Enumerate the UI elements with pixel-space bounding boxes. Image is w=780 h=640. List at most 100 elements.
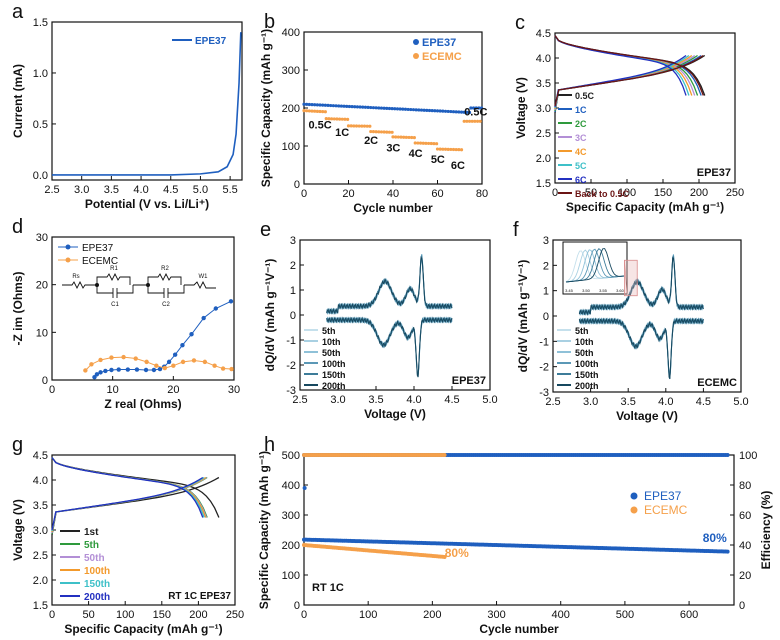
data-point	[462, 119, 466, 123]
data-point	[307, 109, 311, 113]
circuit-node	[95, 283, 99, 287]
data-point	[302, 109, 306, 113]
inset-tick-label: 3.60	[616, 288, 625, 293]
data-point	[441, 147, 445, 151]
data-point	[162, 365, 168, 371]
data-point	[144, 359, 149, 365]
y-tick-label: 4.0	[536, 53, 551, 65]
discharge-curve	[578, 317, 704, 379]
y-tick-label: 100	[282, 141, 300, 153]
data-point	[109, 355, 114, 360]
legend-label: 200th	[575, 381, 599, 391]
x-tick-label: 150	[153, 609, 171, 621]
legend-label: 5th	[575, 326, 589, 336]
panel-letter: g	[12, 434, 23, 456]
data-point	[346, 117, 350, 121]
panel-tag: EPE37	[452, 375, 486, 387]
x-tick-label: 30	[228, 384, 240, 396]
data-point	[202, 359, 208, 365]
legend-label: 0.5C	[575, 91, 595, 101]
data-point	[374, 106, 378, 110]
data-point	[213, 306, 218, 311]
charge-curve	[51, 476, 207, 534]
data-point	[409, 107, 413, 112]
x-tick-label: 200	[189, 609, 207, 621]
rate-label: 1C	[335, 127, 349, 139]
circuit-label: Rs	[72, 274, 79, 280]
rate-label: 0.5C	[308, 119, 331, 131]
capacity-point	[442, 554, 447, 559]
data-point	[365, 124, 369, 128]
x-tick-label: 0	[552, 187, 558, 199]
panel-letter: f	[513, 219, 519, 241]
data-point	[379, 106, 384, 110]
data-point	[345, 104, 349, 108]
x-tick-label: 0	[301, 188, 307, 200]
y-tick-label: 30	[36, 232, 48, 244]
data-point	[467, 119, 472, 123]
y-tick-label: 100	[282, 570, 300, 582]
data-point	[172, 352, 178, 357]
data-point	[331, 104, 335, 108]
data-point	[416, 141, 420, 145]
data-point	[363, 105, 368, 109]
data-point	[407, 135, 411, 140]
legend-label: 5th	[322, 326, 336, 336]
panel-g: 0 50 100 150 200 250 1.5 2.0 2.5 3.0 3.5 4.0 4.5 Spec…	[11, 434, 244, 636]
data-point	[323, 103, 327, 107]
data-point	[103, 368, 108, 374]
rate-label: 2C	[364, 135, 378, 147]
y-tick-label: 200	[282, 103, 300, 115]
data-point	[424, 141, 428, 145]
y2-tick-label: 0	[739, 600, 745, 612]
data-point	[310, 103, 314, 107]
data-point	[379, 130, 384, 134]
x-tick-label: 60	[431, 188, 443, 200]
x-axis-label: Voltage (V)	[616, 409, 678, 423]
data-point	[151, 367, 157, 373]
data-point	[435, 142, 439, 146]
data-point	[438, 109, 442, 113]
data-point	[212, 363, 217, 368]
data-point	[338, 117, 342, 121]
rate-label: 4C	[409, 148, 423, 160]
data-point	[189, 332, 194, 337]
data-point	[337, 104, 341, 108]
equivalent-circuit-icon	[62, 272, 216, 298]
y2-axis-label: Efficiency (%)	[759, 491, 773, 570]
data-point	[350, 105, 354, 109]
circuit-label: R1	[110, 266, 118, 272]
data-point	[92, 374, 97, 380]
data-point	[387, 130, 392, 134]
data-point	[371, 130, 376, 134]
data-point	[109, 367, 114, 373]
panel-d: 0 10 20 30 0 10 20 30 Z real (Ohms) -Z im (Ohms) d…	[11, 216, 240, 411]
data-point	[94, 372, 100, 377]
data-point	[166, 359, 172, 365]
data-point	[403, 107, 408, 111]
x-tick-label: 200	[690, 187, 708, 199]
data-point	[425, 108, 429, 112]
charge-curve	[51, 476, 220, 536]
data-point	[457, 110, 461, 114]
data-point	[432, 141, 436, 146]
x-tick-label: 100	[618, 187, 636, 199]
x-axis-label: Cycle number	[479, 622, 559, 636]
legend-label: 200th	[322, 381, 346, 391]
x-tick-label: 250	[226, 609, 244, 621]
data-point	[385, 106, 389, 110]
data-point	[374, 130, 378, 134]
data-point	[125, 367, 131, 372]
rate-label: 5C	[431, 154, 445, 166]
data-point	[414, 108, 418, 112]
y-tick-label: 10	[36, 327, 48, 339]
y-axis-label: dQ/dV (mAh g⁻¹V⁻¹)	[516, 260, 530, 373]
y-axis-label: dQ/dV (mAh g⁻¹V⁻¹)	[263, 259, 277, 372]
data-point	[366, 105, 370, 110]
data-point	[430, 109, 434, 113]
x-tick-label: 10	[107, 384, 119, 396]
data-point	[357, 124, 361, 128]
y-tick-label: 20	[36, 280, 48, 292]
y-tick-label: 3.5	[33, 500, 48, 512]
y-tick-label: 3	[290, 235, 296, 247]
